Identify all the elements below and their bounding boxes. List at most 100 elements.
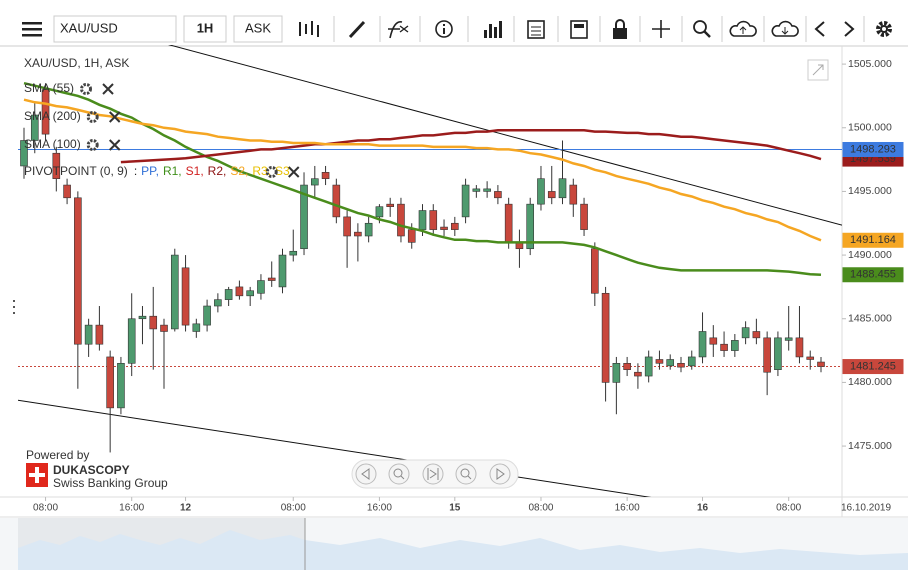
candle-body [106, 356, 114, 409]
legend-settings[interactable] [86, 139, 99, 151]
download-button[interactable] [771, 20, 799, 37]
legend-remove[interactable] [108, 111, 121, 123]
candle-body [95, 324, 104, 345]
report-button[interactable] [570, 20, 588, 39]
lock-button[interactable] [613, 19, 627, 39]
candle-body [752, 331, 761, 339]
candle-body [558, 178, 567, 199]
legend-remove[interactable] [288, 166, 300, 178]
legend-settings[interactable] [80, 83, 93, 95]
legend-label: SMA (55) [24, 81, 74, 95]
candle-body [817, 361, 825, 367]
candle-body [547, 191, 556, 199]
candle-body [278, 254, 287, 288]
pivot-part: PP, [141, 164, 159, 178]
legend-remove[interactable] [102, 83, 114, 95]
candle-body [472, 188, 481, 192]
candle-body [763, 337, 771, 373]
draw-button[interactable] [348, 20, 366, 39]
candle-body [537, 178, 545, 205]
candle-body [666, 359, 675, 367]
toolbar-separators [333, 16, 865, 42]
scroll-left[interactable] [355, 463, 377, 485]
zoom-out[interactable] [388, 463, 410, 485]
sma-value: 1491.164 [850, 234, 896, 246]
function-button[interactable] [388, 21, 409, 39]
candle-body [461, 184, 470, 218]
logo-name: DUKASCOPY [53, 463, 130, 477]
info-button[interactable] [435, 20, 453, 38]
legend-remove[interactable] [108, 139, 121, 151]
candle-body [741, 327, 750, 339]
candle-body [440, 226, 448, 230]
scroll-right[interactable] [489, 463, 511, 485]
candle-body [84, 324, 93, 345]
legend-settings[interactable] [265, 166, 278, 178]
control-glyph [467, 475, 472, 480]
toolbar: XAU/USD 1H ASK [0, 12, 908, 47]
candle-body [386, 203, 394, 208]
candle-body [418, 210, 427, 230]
candle-body [687, 356, 696, 367]
x-tick-label: 16:00 [119, 503, 144, 514]
candle-body [321, 172, 330, 179]
candle-body [181, 267, 190, 326]
candle-body [720, 343, 728, 351]
symbol: XAU/USD [60, 20, 118, 35]
candle-body [235, 286, 244, 297]
pivot-part: R1, [163, 164, 182, 178]
candle-body [310, 178, 319, 186]
fit[interactable] [422, 463, 444, 485]
period-box[interactable] [183, 15, 227, 43]
next-button[interactable] [844, 21, 855, 37]
candle-body [569, 184, 578, 205]
expand-button[interactable] [807, 59, 829, 81]
candle-body [63, 184, 71, 199]
legend-settings[interactable] [86, 111, 99, 123]
plot [18, 45, 842, 497]
pivot-legend: PIVOTPOINT (0, 9): PP, R1, S1, R2, S2, R3, S3 [24, 164, 290, 178]
current-price-box [842, 359, 904, 375]
candle-body [300, 184, 308, 250]
calendar-button[interactable] [527, 20, 545, 39]
candle-body [375, 206, 384, 218]
x-tick-label: 08:00 [33, 503, 58, 514]
current-price: 1481.245 [850, 360, 896, 372]
crosshair-button[interactable] [652, 20, 670, 38]
candle-body [526, 203, 535, 250]
pivot-part: R2, [208, 164, 227, 178]
side: ASK [245, 20, 271, 35]
date-label: 16.10.2019 [841, 503, 891, 514]
pivot-part: S2, [230, 164, 248, 178]
bars-button[interactable] [484, 21, 502, 38]
side-box[interactable] [233, 15, 283, 43]
candle-body [504, 203, 513, 243]
settings-button[interactable] [876, 21, 892, 37]
candle-body [170, 254, 179, 330]
sma-value-box [842, 267, 904, 283]
candle-body [289, 250, 298, 256]
zoom-in[interactable] [455, 463, 477, 485]
candle-body [784, 337, 793, 341]
navigator-area [18, 530, 908, 570]
symbol-box[interactable] [53, 15, 177, 43]
candle-body [623, 363, 631, 370]
pivot-part: : [134, 164, 137, 178]
candle-body [127, 318, 136, 364]
candle-body [407, 229, 416, 243]
candle-body [731, 340, 739, 351]
left-handle[interactable] [13, 300, 15, 314]
candle-body [257, 280, 265, 294]
prev-button[interactable] [814, 21, 825, 37]
candle-type-button[interactable] [299, 21, 319, 37]
control-glyph [460, 468, 470, 478]
upload-button[interactable] [729, 20, 757, 37]
candle-body [246, 290, 254, 297]
candle-body [451, 222, 459, 230]
candle-body [494, 191, 502, 199]
zoom-button[interactable] [693, 20, 711, 38]
candle-body [601, 292, 610, 383]
y-tick-label: 1500.000 [848, 122, 892, 134]
control-glyph [400, 475, 405, 480]
menu-button[interactable] [22, 22, 42, 37]
